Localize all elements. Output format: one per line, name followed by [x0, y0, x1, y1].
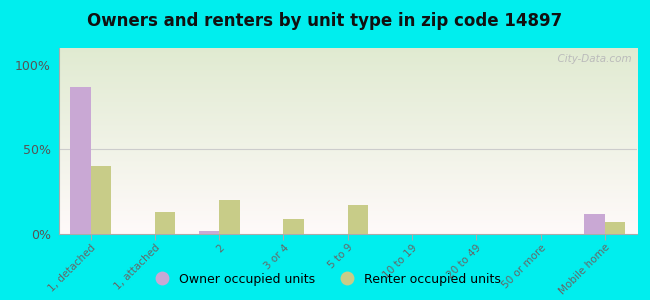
Bar [199, 231, 219, 234]
Bar [348, 205, 369, 234]
Text: Owners and renters by unit type in zip code 14897: Owners and renters by unit type in zip c… [87, 12, 563, 30]
Bar [90, 167, 111, 234]
Bar [283, 219, 304, 234]
Text: City-Data.com: City-Data.com [551, 54, 631, 64]
Bar [219, 200, 240, 234]
Legend: Owner occupied units, Renter occupied units: Owner occupied units, Renter occupied un… [144, 268, 506, 291]
Bar [70, 87, 90, 234]
Bar [584, 214, 605, 234]
Bar [155, 212, 176, 234]
Bar [605, 222, 625, 234]
